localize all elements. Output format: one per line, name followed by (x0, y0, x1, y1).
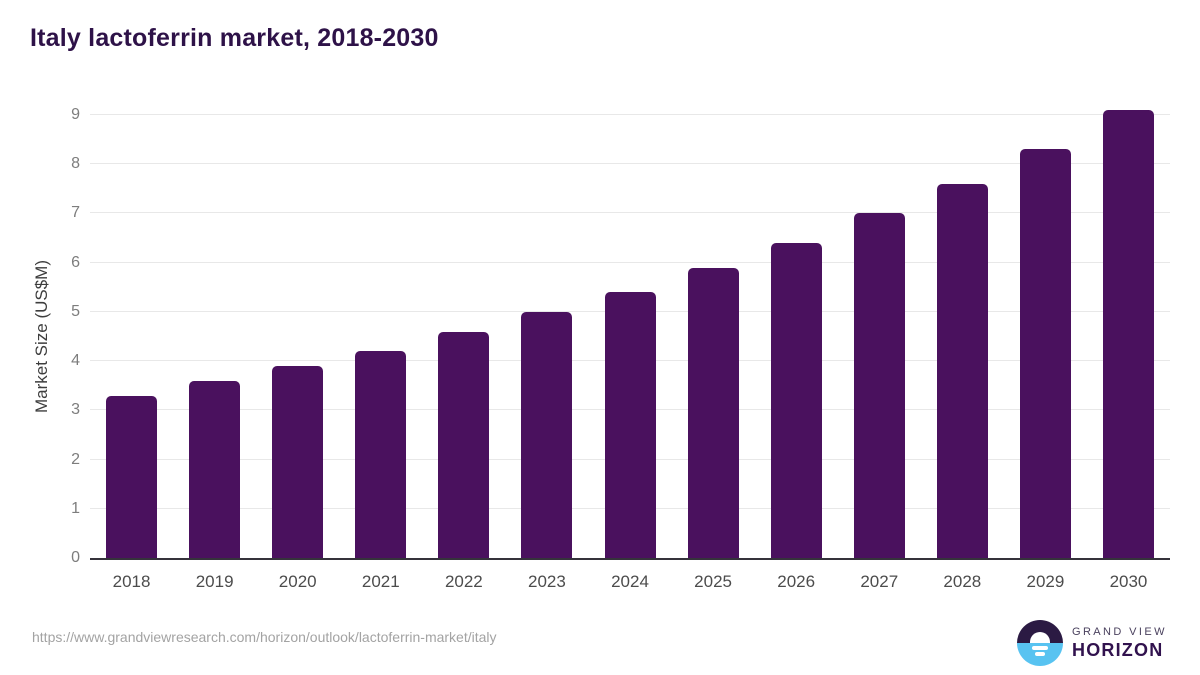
gridline-7 (90, 212, 1170, 214)
y-tick-label-2: 2 (71, 450, 80, 468)
bar-2027 (853, 213, 905, 558)
y-axis-tick-labels: 0 1 2 3 4 5 6 7 8 9 (0, 106, 80, 566)
gridline-8 (90, 163, 1170, 165)
y-tick-label-1: 1 (71, 499, 80, 517)
bar-2028 (936, 183, 988, 558)
x-tick-label-2023: 2023 (528, 572, 566, 591)
horizon-sun-icon (1017, 620, 1063, 666)
y-tick-label-5: 5 (71, 302, 80, 320)
bar-slot-2021: 2021 (339, 115, 422, 591)
x-tick-label-2027: 2027 (860, 572, 899, 591)
x-tick-label-2020: 2020 (278, 572, 317, 591)
bar-slot-2027: 2027 (838, 115, 921, 591)
bar-2021 (355, 351, 407, 558)
bar-slot-2018: 2018 (90, 115, 173, 591)
y-tick-label-0: 0 (71, 549, 80, 566)
bar-2030 (1102, 110, 1154, 558)
bar-slot-2030: 2030 (1087, 110, 1170, 591)
gridline-9 (90, 114, 1170, 115)
sun-dome-icon (1030, 632, 1050, 643)
bar-2020 (272, 366, 324, 558)
bar-slot-2023: 2023 (505, 115, 588, 591)
y-tick-label-8: 8 (71, 155, 80, 173)
plot-area: 2018 2019 2020 2021 2022 2023 2024 2025 2026 2027… (90, 110, 1170, 591)
y-tick-label-3: 3 (71, 401, 80, 419)
bar-slot-2022: 2022 (422, 115, 505, 591)
bar-slot-2028: 2028 (921, 115, 1004, 591)
bar-2029 (1019, 149, 1071, 558)
bar-2018 (106, 395, 158, 558)
bar-2019 (189, 380, 241, 558)
bar-slot-2020: 2020 (256, 115, 339, 591)
x-tick-label-2025: 2025 (694, 572, 732, 591)
x-tick-label-2028: 2028 (943, 572, 982, 591)
logo-brand-grand-view: GRAND VIEW (1072, 625, 1167, 638)
x-tick-label-2019: 2019 (195, 572, 234, 591)
bar-slot-2026: 2026 (755, 115, 838, 591)
x-tick-label-2018: 2018 (112, 572, 151, 591)
x-tick-label-2024: 2024 (611, 572, 649, 591)
x-tick-label-2030: 2030 (1109, 572, 1148, 591)
x-tick-label-2022: 2022 (444, 572, 483, 591)
y-tick-label-9: 9 (71, 106, 80, 123)
bar-slot-2025: 2025 (672, 115, 755, 591)
logo-brand-horizon: HORIZON (1072, 639, 1164, 660)
gridline-6 (90, 261, 1170, 263)
bar-2023 (521, 311, 573, 558)
x-tick-label-2021: 2021 (361, 572, 400, 591)
chart-title: Italy lactoferrin market, 2018-2030 (30, 24, 439, 52)
sun-reflection-stripe-icon (1032, 646, 1048, 650)
source-url: https://www.grandviewresearch.com/horizo… (32, 629, 497, 645)
bar-slot-2019: 2019 (173, 115, 256, 591)
x-tick-label-2026: 2026 (777, 572, 816, 591)
bar-2026 (770, 242, 822, 558)
bar-2025 (687, 267, 739, 558)
bar-2024 (604, 292, 656, 558)
x-tick-label-2029: 2029 (1026, 572, 1065, 591)
bar-slot-2024: 2024 (588, 115, 671, 591)
bar-slot-2029: 2029 (1004, 115, 1087, 591)
bar-series: 2018 2019 2020 2021 2022 2023 2024 2025 2026 2027… (90, 110, 1170, 591)
sun-reflection-stripe-icon (1035, 652, 1045, 656)
grandview-horizon-logo: GRAND VIEW HORIZON (1017, 620, 1167, 666)
logo-wordmark: GRAND VIEW HORIZON (1072, 626, 1167, 661)
y-tick-label-7: 7 (71, 204, 80, 222)
y-tick-label-4: 4 (71, 352, 80, 370)
y-tick-label-6: 6 (71, 253, 80, 271)
bar-2022 (438, 331, 490, 558)
